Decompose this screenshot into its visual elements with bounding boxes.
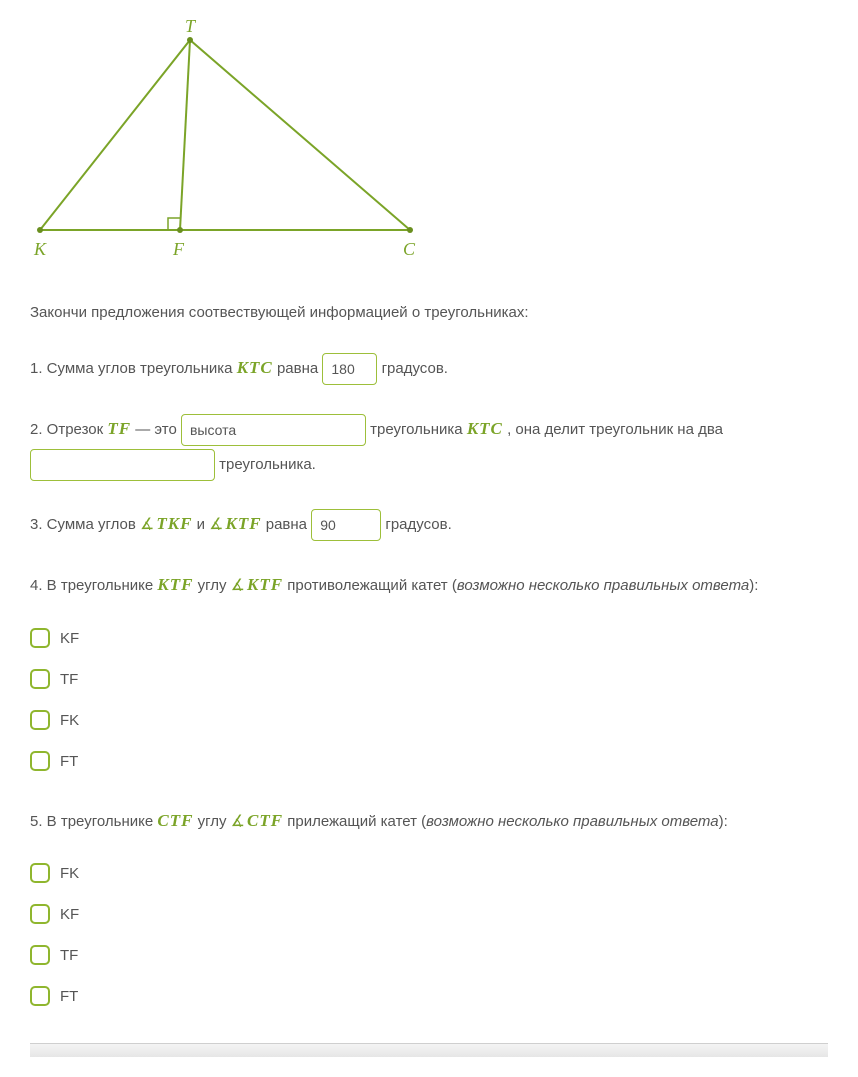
q3-input[interactable]: [311, 509, 381, 541]
q3-pre: 3. Сумма углов: [30, 516, 140, 533]
question-3: 3. Сумма углов ∡TKF и ∡KTF равна градусо…: [30, 505, 828, 542]
checkbox[interactable]: [30, 863, 50, 883]
option-label: FT: [60, 980, 78, 1013]
q3-and: и: [197, 516, 210, 533]
option-row: KF: [30, 898, 828, 931]
option-label: TF: [60, 939, 78, 972]
option-row: KF: [30, 622, 828, 655]
option-row: FT: [30, 745, 828, 778]
option-row: FT: [30, 980, 828, 1013]
option-row: FK: [30, 704, 828, 737]
checkbox[interactable]: [30, 751, 50, 771]
q5-tri: CTF: [157, 811, 193, 830]
angle-icon: ∡: [140, 516, 154, 533]
checkbox[interactable]: [30, 669, 50, 689]
option-label: FK: [60, 704, 79, 737]
q5-ang: CTF: [247, 811, 283, 830]
q2-input-2[interactable]: [30, 449, 215, 481]
bottom-bar: [30, 1043, 828, 1057]
q2-mid2: , она делит треугольник на два: [507, 421, 723, 438]
q2-pre: 2. Отрезок: [30, 421, 107, 438]
q3-mid: равна: [266, 516, 311, 533]
q5-pre: 5. В треугольнике: [30, 813, 157, 830]
q1-tri: KTC: [237, 358, 273, 377]
q5-options: FK KF TF FT: [30, 857, 828, 1013]
q1-mid: равна: [277, 360, 322, 377]
q1-input[interactable]: [322, 353, 377, 385]
q5-mid: углу: [198, 813, 231, 830]
q4-tri: KTF: [157, 575, 193, 594]
q1-post: градусов.: [382, 360, 448, 377]
q5-note: возможно несколько правильных ответа: [426, 813, 718, 830]
checkbox[interactable]: [30, 945, 50, 965]
option-label: KF: [60, 622, 79, 655]
q4-note: возможно несколько правильных ответа: [457, 577, 749, 594]
q5-post2: ):: [719, 813, 728, 830]
checkbox[interactable]: [30, 710, 50, 730]
option-label: FK: [60, 857, 79, 890]
q4-pre: 4. В треугольнике: [30, 577, 157, 594]
angle-icon: ∡: [209, 516, 223, 533]
angle-icon: ∡: [231, 813, 245, 830]
option-row: TF: [30, 663, 828, 696]
triangle-svg: T K F C: [30, 20, 430, 270]
q2-dash: — это: [135, 421, 181, 438]
q3-post: градусов.: [385, 516, 451, 533]
option-label: FT: [60, 745, 78, 778]
q4-mid: углу: [198, 577, 231, 594]
intro-text: Закончи предложения соотвествующей инфор…: [30, 304, 828, 321]
q5-post1: прилежащий катет (: [287, 813, 426, 830]
checkbox[interactable]: [30, 628, 50, 648]
question-2: 2. Отрезок TF — это треугольника KTC , о…: [30, 410, 828, 480]
option-label: TF: [60, 663, 78, 696]
label-C: C: [403, 239, 416, 259]
q3-a1: TKF: [156, 514, 192, 533]
q4-post2: ):: [749, 577, 758, 594]
q4-options: KF TF FK FT: [30, 622, 828, 778]
q4-ang: KTF: [247, 575, 283, 594]
option-label: KF: [60, 898, 79, 931]
q2-input-1[interactable]: [181, 414, 366, 446]
label-K: K: [33, 239, 47, 259]
angle-icon: ∡: [231, 577, 245, 594]
question-1: 1. Сумма углов треугольника KTC равна гр…: [30, 349, 828, 386]
option-row: TF: [30, 939, 828, 972]
q1-pre: 1. Сумма углов треугольника: [30, 360, 237, 377]
label-T: T: [185, 20, 197, 36]
checkbox[interactable]: [30, 986, 50, 1006]
label-F: F: [172, 239, 185, 259]
q4-post1: противолежащий катет (: [287, 577, 457, 594]
q2-tri: KTC: [467, 419, 503, 438]
question-4: 4. В треугольнике KTF углу ∡KTF противол…: [30, 566, 828, 777]
q2-mid1: треугольника: [370, 421, 467, 438]
question-5: 5. В треугольнике CTF углу ∡CTF прилежащ…: [30, 802, 828, 1013]
q2-seg: TF: [107, 419, 131, 438]
checkbox[interactable]: [30, 904, 50, 924]
option-row: FK: [30, 857, 828, 890]
q3-a2: KTF: [226, 514, 262, 533]
q2-post: треугольника.: [219, 456, 316, 473]
triangle-diagram: T K F C: [30, 20, 828, 274]
